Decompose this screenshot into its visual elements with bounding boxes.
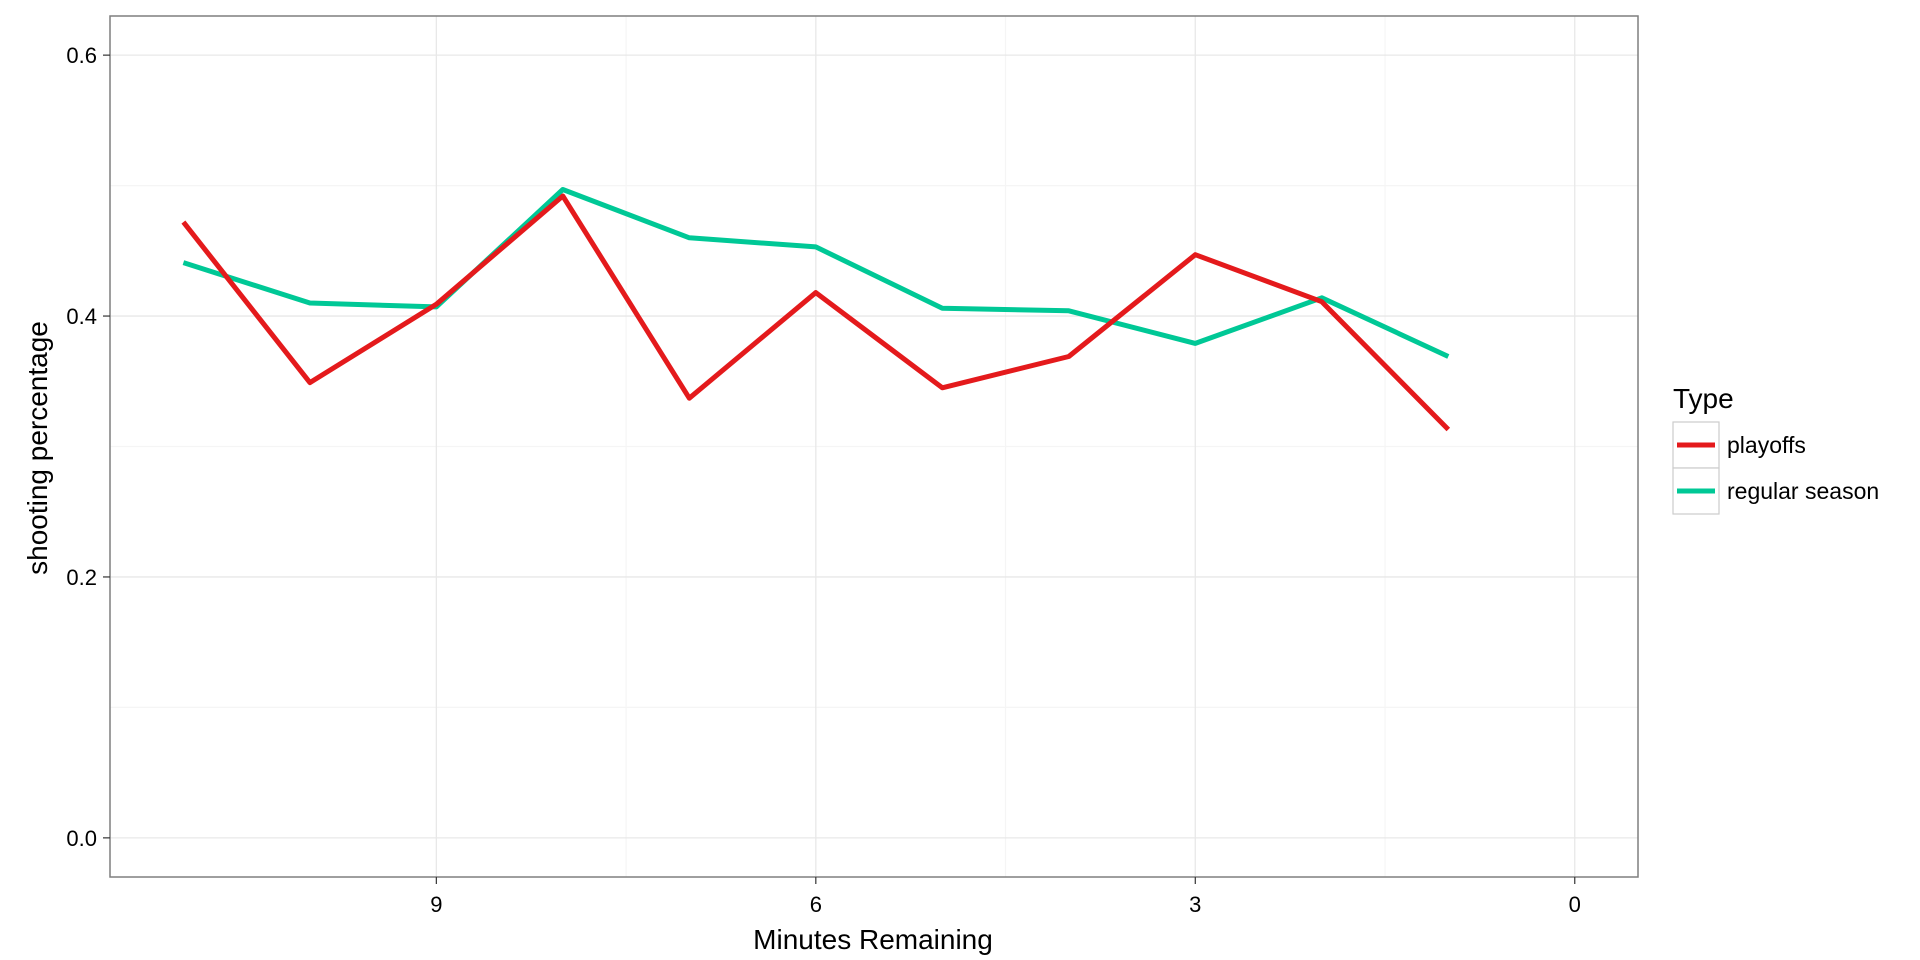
y-tick-label: 0.2 <box>66 565 97 590</box>
series-line-playoffs <box>181 193 1451 432</box>
y-tick-label: 0.4 <box>66 304 97 329</box>
series-layer <box>181 187 1451 432</box>
series-line-regular-season <box>182 187 1450 359</box>
grid-lines <box>110 16 1638 877</box>
x-tick-label: 9 <box>430 892 442 917</box>
y-tick-label: 0.6 <box>66 43 97 68</box>
legend: Type playoffs regular season <box>1672 383 1879 515</box>
x-axis: 9 6 3 0 <box>430 877 1581 917</box>
y-axis: 0.0 0.2 0.4 0.6 <box>66 43 110 851</box>
legend-label: regular season <box>1727 478 1879 504</box>
x-axis-title: Minutes Remaining <box>753 924 993 955</box>
y-axis-title: shooting percentage <box>22 321 53 575</box>
plot-panel-border <box>109 15 1639 878</box>
x-tick-label: 6 <box>810 892 822 917</box>
x-tick-label: 0 <box>1569 892 1581 917</box>
y-tick-label: 0.0 <box>66 826 97 851</box>
x-tick-label: 3 <box>1189 892 1201 917</box>
legend-title: Type <box>1673 383 1734 414</box>
legend-items: playoffs regular season <box>1672 421 1879 515</box>
legend-label: playoffs <box>1727 432 1806 458</box>
